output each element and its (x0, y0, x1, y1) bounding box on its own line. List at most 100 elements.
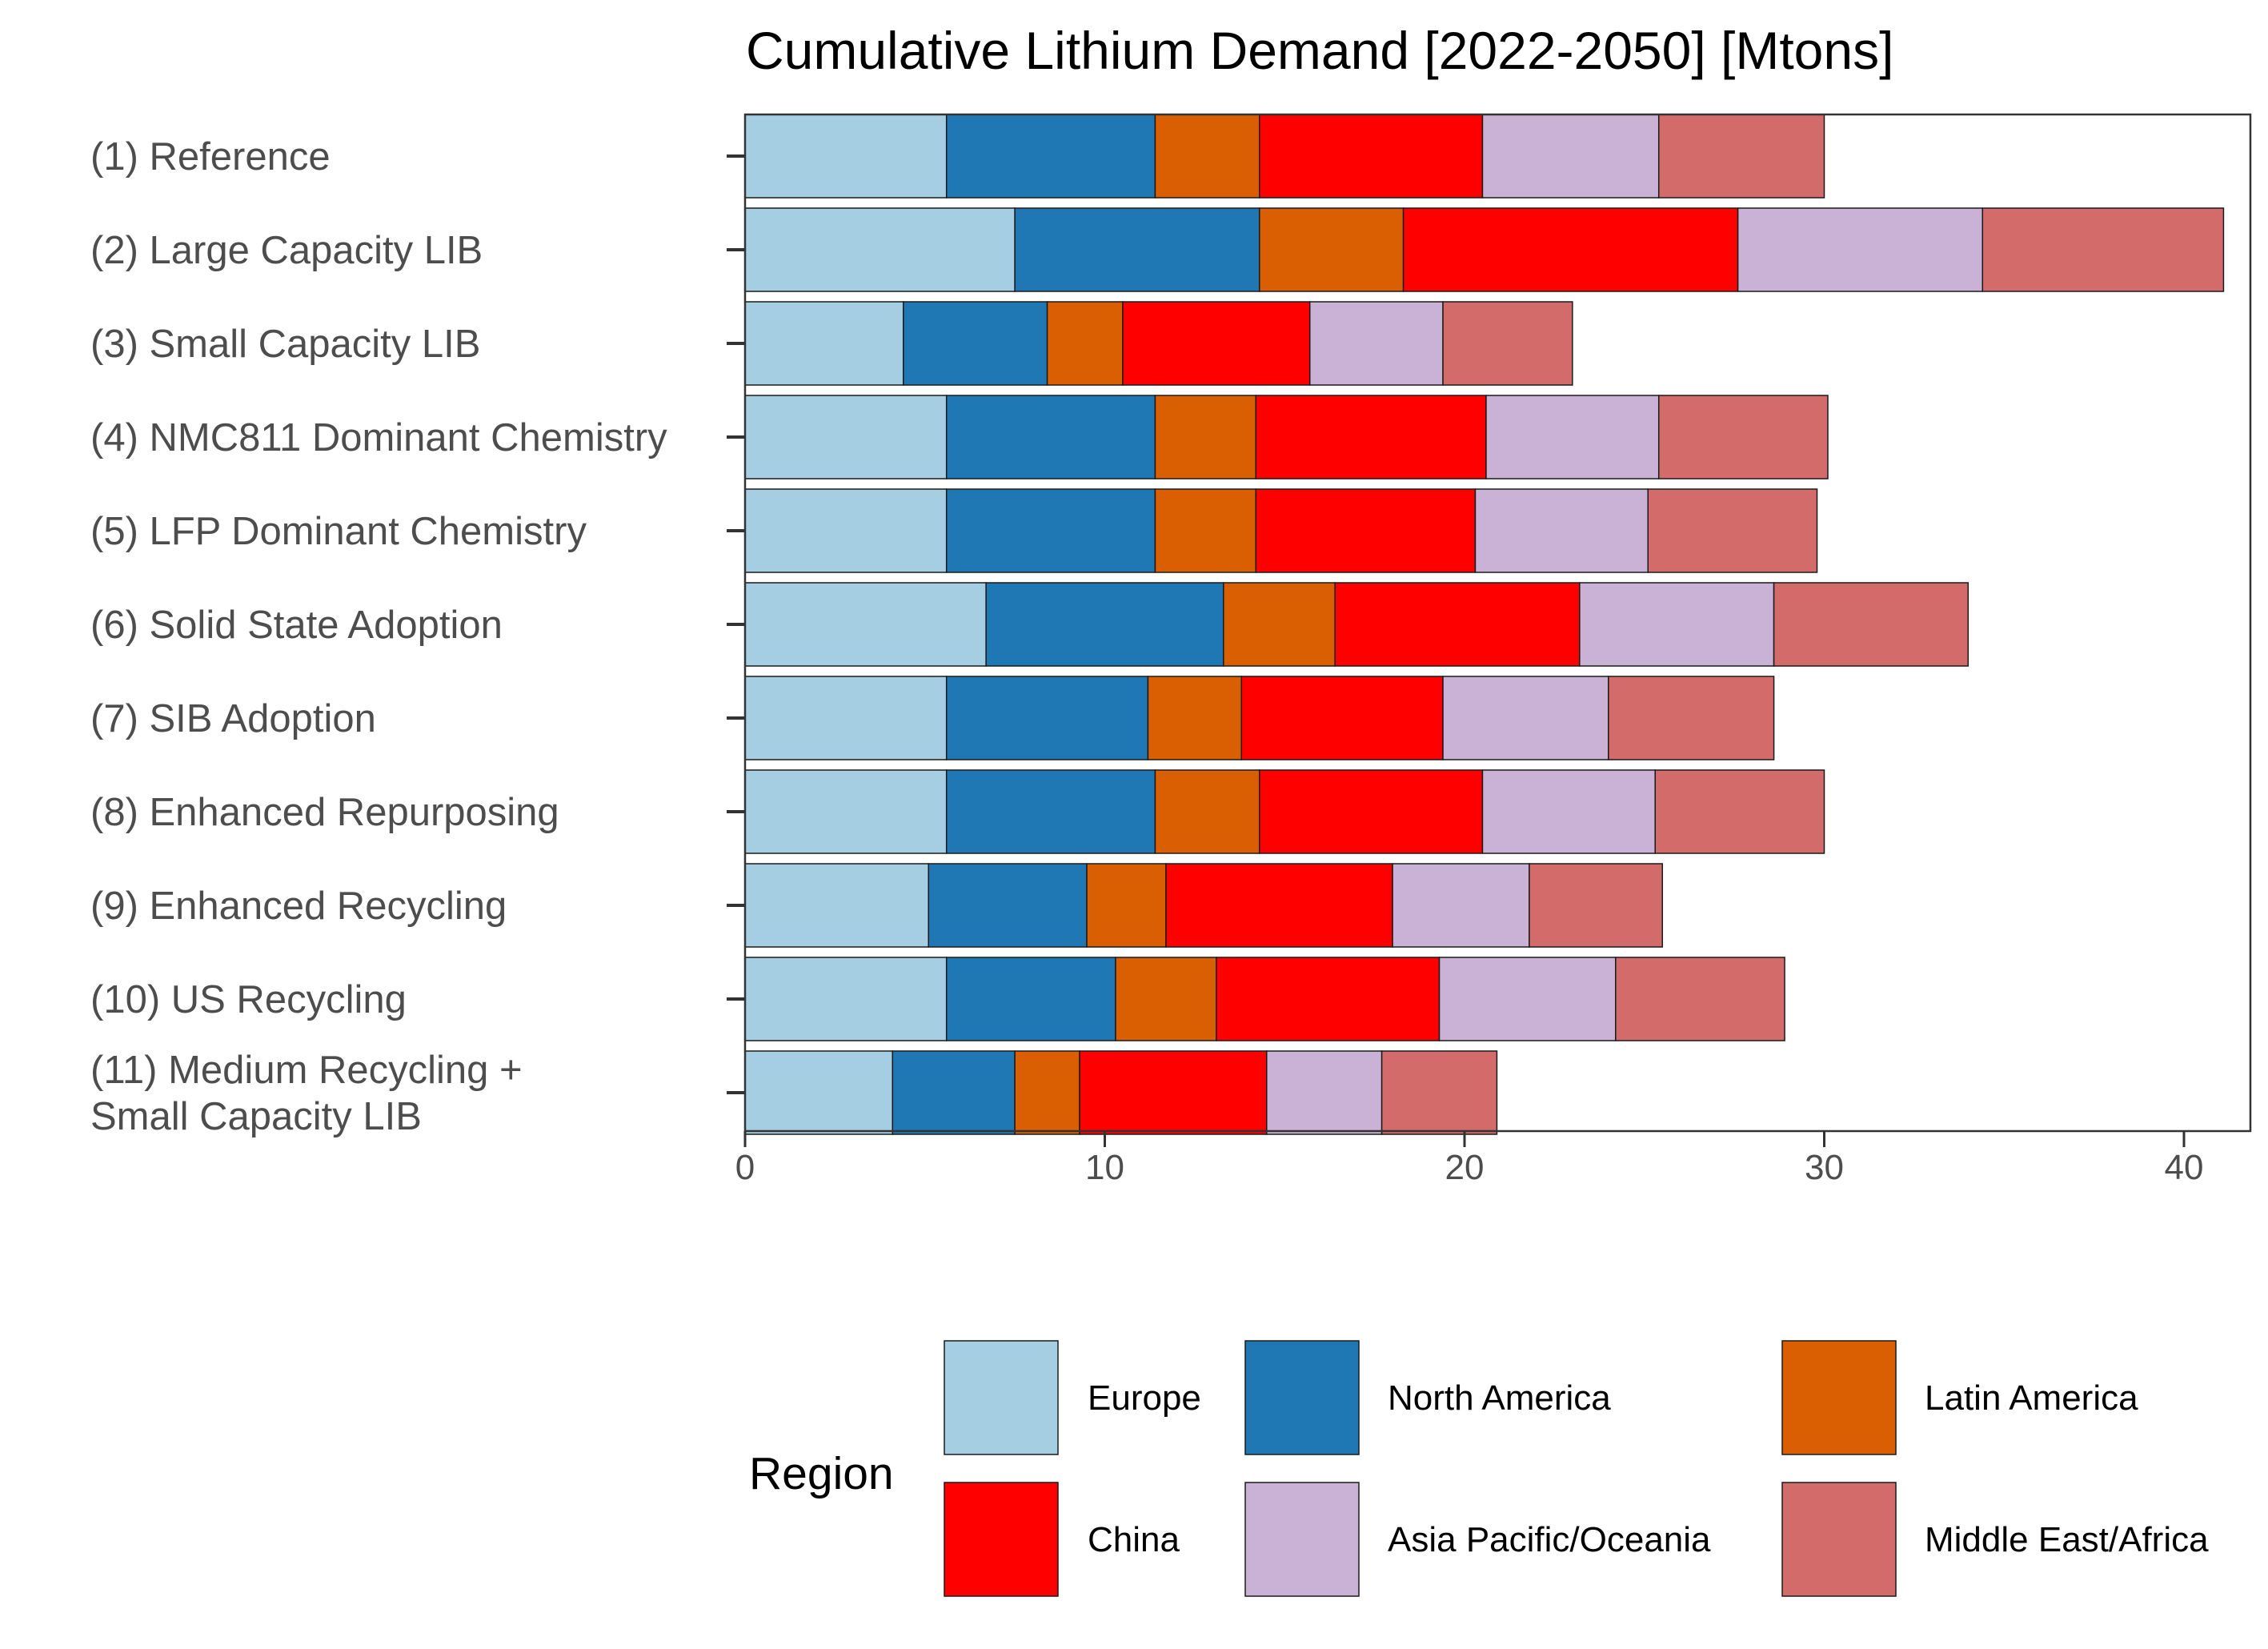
bar-segment (1086, 863, 1167, 948)
bar-segment (744, 1050, 894, 1135)
bar-segment (1259, 114, 1484, 199)
bar-segment (744, 957, 948, 1041)
category-axis: (1) Reference (2) Large Capacity LIB (3) S… (90, 135, 745, 1138)
bar-segment (1442, 301, 1573, 386)
category-label: (10) US Recycling (90, 978, 407, 1021)
bar-segment (744, 676, 948, 760)
bar-segment (1481, 769, 1656, 854)
bar-segment (1223, 582, 1336, 667)
legend-label: China (1088, 1520, 1180, 1559)
x-axis: 0 10 20 30 40 (735, 1131, 2204, 1187)
bar-segment (892, 1050, 1016, 1135)
category-label: (4) NMC811 Dominant Chemistry (90, 416, 667, 459)
bar-segment (945, 769, 1156, 854)
x-tick-label: 30 (1805, 1148, 1844, 1187)
bar-segment (1154, 114, 1260, 199)
category-label: (1) Reference (90, 135, 331, 179)
legend: Region Europe North America Latin America C… (749, 1340, 2209, 1597)
category-label: (6) Solid State Adoption (90, 604, 503, 647)
bar-segment (1046, 301, 1124, 386)
category-label: (11) Medium Recycling + (90, 1049, 523, 1092)
bar-segment (1402, 207, 1739, 292)
bar-segment (1529, 863, 1663, 948)
bar-segment (744, 863, 929, 948)
bar-segment (1392, 863, 1530, 948)
x-tick-label: 10 (1085, 1148, 1124, 1187)
bar-segment (1122, 301, 1311, 386)
legend-key (1244, 1340, 1360, 1455)
bar-segment (1615, 957, 1785, 1041)
bar-segment (1737, 207, 1984, 292)
category-label: (5) LFP Dominant Chemistry (90, 510, 587, 553)
bar-segment (1165, 863, 1393, 948)
plot-panel-border (743, 113, 2252, 1133)
bar-segment (1442, 676, 1609, 760)
legend-key (1781, 1482, 1897, 1597)
legend-label: Asia Pacific/Oceania (1388, 1520, 1711, 1559)
x-tick-label: 0 (735, 1148, 755, 1187)
legend-label: North America (1388, 1378, 1611, 1418)
bars-layer (744, 114, 2225, 1135)
bar-segment (1438, 957, 1617, 1041)
bar-segment (945, 957, 1116, 1041)
category-label: (9) Enhanced Recycling (90, 885, 507, 928)
legend-key (1781, 1340, 1897, 1455)
bar-segment (1608, 676, 1775, 760)
category-label: (3) Small Capacity LIB (90, 323, 480, 366)
bar-segment (1981, 207, 2225, 292)
bar-segment (1308, 301, 1444, 386)
bar-segment (1240, 676, 1444, 760)
bar-segment (985, 582, 1224, 667)
bar-segment (744, 769, 948, 854)
bar-segment (1079, 1050, 1268, 1135)
x-tick-label: 40 (2165, 1148, 2204, 1187)
bar-segment (744, 582, 987, 667)
bar-segment (1259, 769, 1484, 854)
bar-segment (1654, 769, 1825, 854)
bar-segment (1380, 1050, 1498, 1135)
bar-segment (1154, 488, 1257, 573)
x-tick-label: 20 (1445, 1148, 1485, 1187)
legend-key (944, 1482, 1059, 1597)
legend-label: Latin America (1925, 1378, 2138, 1418)
bar-segment (1259, 207, 1404, 292)
bar-segment (903, 301, 1048, 386)
bar-segment (1216, 957, 1441, 1041)
bar-segment (945, 395, 1156, 479)
bar-segment (928, 863, 1088, 948)
bar-segment (744, 114, 948, 199)
bar-segment (1481, 114, 1660, 199)
legend-key (1244, 1482, 1360, 1597)
bar-segment (1334, 582, 1581, 667)
bar-segment (1579, 582, 1775, 667)
bar-segment (744, 301, 904, 386)
bar-segment (744, 488, 948, 573)
legend-label: Middle East/Africa (1925, 1520, 2209, 1559)
legend-title: Region (749, 1448, 894, 1499)
bar-segment (1154, 395, 1257, 479)
bar-segment (1147, 676, 1243, 760)
category-label: Small Capacity LIB (90, 1095, 422, 1138)
bar-segment (1014, 1050, 1080, 1135)
category-label: (8) Enhanced Repurposing (90, 791, 559, 834)
chart-title: Cumulative Lithium Demand [2022-2050] [M… (746, 21, 1893, 80)
bar-segment (1485, 395, 1660, 479)
bar-segment (1474, 488, 1649, 573)
bar-segment (1657, 114, 1825, 199)
category-label: (2) Large Capacity LIB (90, 229, 483, 272)
legend-key (944, 1340, 1059, 1455)
legend-label: Europe (1088, 1378, 1201, 1418)
bar-segment (945, 676, 1149, 760)
category-label: (7) SIB Adoption (90, 697, 376, 740)
bar-segment (945, 114, 1156, 199)
bar-segment (1115, 957, 1217, 1041)
bar-segment (1773, 582, 1969, 667)
bar-segment (945, 488, 1156, 573)
bar-segment (744, 395, 948, 479)
bar-segment (1255, 488, 1477, 573)
bar-segment (1647, 488, 1818, 573)
bar-segment (1266, 1050, 1383, 1135)
bar-segment (1255, 395, 1487, 479)
